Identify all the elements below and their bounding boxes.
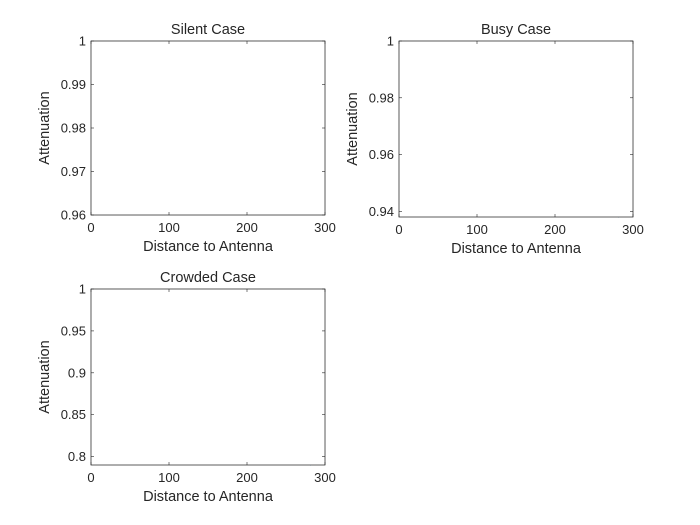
subplot-3: 0 100 200 300 0.8 0.85 0.9 0.95 1 Crowded Case Dis…	[37, 270, 336, 505]
y-axis-label: Attenuation	[37, 340, 53, 413]
x-tick-label: 100	[158, 470, 180, 485]
chart-title: Silent Case	[171, 22, 245, 38]
y-tick-label: 0.94	[369, 204, 394, 219]
y-tick-label: 0.95	[61, 323, 86, 338]
y-tick-label: 1	[79, 282, 86, 297]
y-tick-label: 1	[79, 34, 86, 49]
y-tick-label: 0.99	[61, 77, 86, 92]
y-tick-label: 0.98	[61, 121, 86, 136]
x-tick-label: 200	[236, 220, 258, 235]
x-tick-label: 100	[158, 220, 180, 235]
axes-frame	[90, 40, 326, 216]
x-tick-label: 100	[466, 222, 488, 237]
y-tick-label: 0.8	[68, 449, 86, 464]
y-tick-label: 0.9	[68, 365, 86, 380]
x-tick-label: 300	[622, 222, 644, 237]
y-tick-label: 0.96	[369, 147, 394, 162]
x-tick-label: 0	[87, 470, 94, 485]
y-tick-label: 0.85	[61, 407, 86, 422]
x-tick-label: 300	[314, 470, 336, 485]
chart-title: Busy Case	[481, 22, 551, 38]
x-axis-label: Distance to Antenna	[143, 489, 274, 505]
x-tick-label: 200	[236, 470, 258, 485]
y-axis-label: Attenuation	[345, 92, 361, 165]
subplot-1: 0 100 200 300 0.96 0.97 0.98 0.99 1 Silent Case Di…	[37, 22, 336, 255]
chart-title: Crowded Case	[160, 270, 256, 286]
y-tick-label: 0.97	[61, 164, 86, 179]
y-axis-label: Attenuation	[37, 91, 53, 164]
axes-frame	[398, 40, 634, 218]
y-tick-label: 0.96	[61, 208, 86, 223]
x-axis-label: Distance to Antenna	[143, 239, 274, 255]
subplot-2: 0 100 200 300 0.94 0.96 0.98 1 Busy Case Distance…	[345, 22, 644, 257]
x-tick-label: 0	[395, 222, 402, 237]
x-tick-label: 0	[87, 220, 94, 235]
x-tick-label: 200	[544, 222, 566, 237]
y-tick-label: 1	[387, 34, 394, 49]
axes-frame	[90, 288, 326, 466]
x-tick-label: 300	[314, 220, 336, 235]
y-tick-label: 0.98	[369, 90, 394, 105]
x-axis-label: Distance to Antenna	[451, 241, 582, 257]
